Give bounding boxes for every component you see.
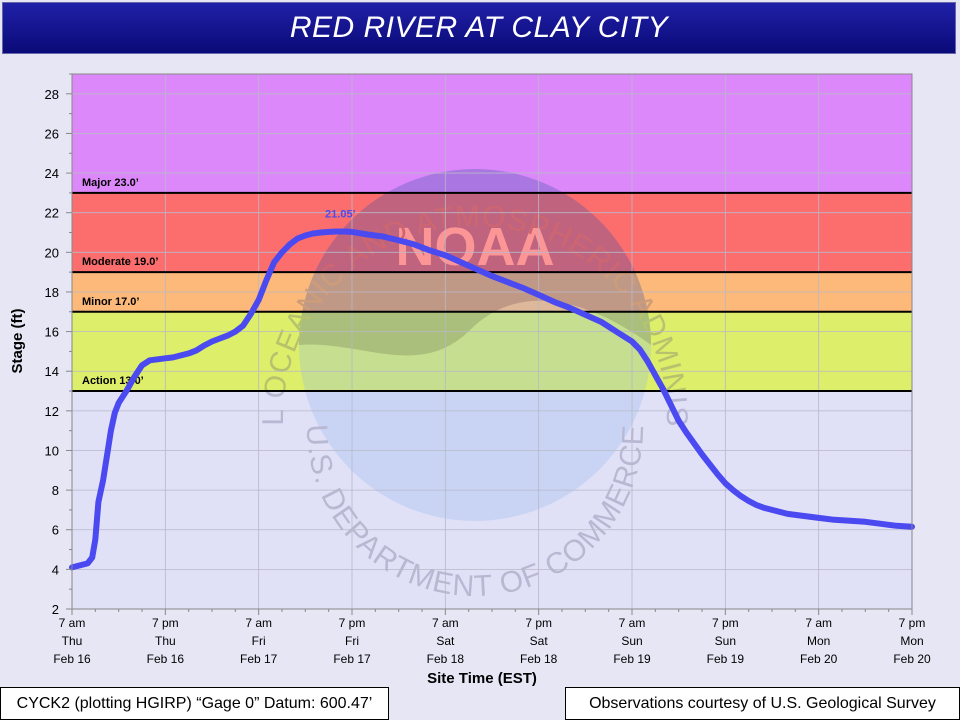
x-tick-label-84-line2: Sun (715, 634, 736, 648)
y-tick-label-18: 18 (45, 285, 59, 300)
x-tick-label-96-line3: Feb 20 (800, 652, 838, 666)
y-tick-label-16: 16 (45, 325, 59, 340)
band-moderate (72, 192, 912, 273)
x-tick-label-60-line3: Feb 18 (520, 652, 558, 666)
x-tick-label-12-line1: 7 pm (152, 616, 179, 630)
x-tick-label-12-line2: Thu (155, 634, 176, 648)
x-tick-label-0-line3: Feb 16 (53, 652, 91, 666)
threshold-label-moderate: Moderate 19.0’ (82, 256, 158, 268)
y-tick-label-6: 6 (52, 523, 59, 538)
x-tick-label-84-line1: 7 pm (712, 616, 739, 630)
x-axis-label: Site Time (EST) (427, 670, 537, 687)
x-tick-label-0-line2: Thu (62, 634, 83, 648)
x-tick-label-96-line1: 7 am (805, 616, 832, 630)
y-tick-label-24: 24 (45, 166, 59, 181)
y-tick-label-2: 2 (52, 602, 59, 617)
credit-box: Observations courtesy of U.S. Geological… (565, 687, 960, 720)
grid-lines (71, 74, 913, 610)
chart-title: RED RIVER AT CLAY CITY (289, 11, 669, 44)
annotations-group: 21.05’ (325, 209, 356, 221)
band-action (72, 311, 912, 392)
x-tick-label-36-line3: Feb 17 (333, 652, 371, 666)
threshold-label-minor: Minor 17.0’ (82, 296, 139, 308)
x-tick-label-48-line2: Sat (436, 634, 455, 648)
x-tick-label-0-line1: 7 am (59, 616, 86, 630)
y-tick-label-12: 12 (45, 404, 59, 419)
y-tick-label-26: 26 (45, 126, 59, 141)
y-tick-label-14: 14 (45, 364, 59, 379)
x-tick-label-48-line1: 7 am (432, 616, 459, 630)
x-tick-label-84-line3: Feb 19 (707, 652, 745, 666)
y-axis-label: Stage (ft) (9, 309, 26, 374)
x-tick-label-108-line1: 7 pm (899, 616, 926, 630)
crest-label: 21.05’ (325, 209, 356, 221)
y-tick-label-10: 10 (45, 443, 59, 458)
x-tick-label-108-line2: Mon (900, 634, 923, 648)
x-tick-label-24-line1: 7 am (245, 616, 272, 630)
y-tick-label-4: 4 (52, 562, 59, 577)
x-tick-label-48-line3: Feb 18 (427, 652, 465, 666)
x-tick-label-72-line1: 7 am (619, 616, 646, 630)
y-tick-label-22: 22 (45, 206, 59, 221)
series-group (69, 228, 915, 571)
datum-info-box: CYCK2 (plotting HGIRP) “Gage 0” Datum: 6… (0, 687, 389, 720)
x-tick-label-108-line3: Feb 20 (893, 652, 931, 666)
x-tick-label-36-line1: 7 pm (339, 616, 366, 630)
flood-threshold-lines: Major 23.0’Moderate 19.0’Minor 17.0’Acti… (72, 177, 912, 393)
x-tick-label-72-line2: Sun (621, 634, 642, 648)
y-tick-label-28: 28 (45, 87, 59, 102)
hydrograph-chart: NOAA NATIONAL OCEANIC AND ATMOSPHERIC AD… (0, 0, 931, 687)
x-tick-label-60-line2: Sat (530, 634, 549, 648)
x-tick-label-24-line3: Feb 17 (240, 652, 278, 666)
credit-text: Observations courtesy of U.S. Geological… (589, 694, 936, 712)
datum-text: CYCK2 (plotting HGIRP) “Gage 0” Datum: 6… (16, 694, 373, 712)
y-tick-label-8: 8 (52, 483, 59, 498)
x-tick-label-24-line2: Fri (252, 634, 266, 648)
x-tick-label-36-line2: Fri (345, 634, 359, 648)
threshold-label-major: Major 23.0’ (82, 177, 139, 189)
y-tick-label-20: 20 (45, 245, 59, 260)
x-tick-label-96-line2: Mon (807, 634, 830, 648)
stage-series-line (69, 228, 915, 571)
x-tick-label-60-line1: 7 pm (525, 616, 552, 630)
x-tick-label-12-line3: Feb 16 (147, 652, 185, 666)
title-bar: RED RIVER AT CLAY CITY (2, 2, 956, 54)
x-tick-label-72-line3: Feb 19 (613, 652, 651, 666)
